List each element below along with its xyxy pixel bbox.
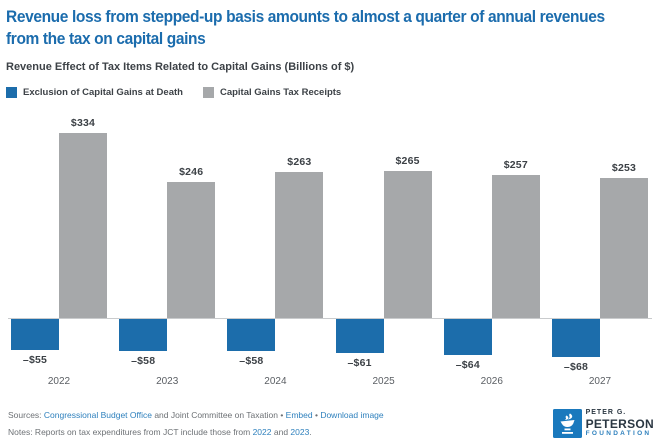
bar-receipts-2027[interactable]: [600, 177, 648, 318]
bar-receipts-2026[interactable]: [491, 175, 540, 318]
value-label-exclusion-2023: –$58: [131, 355, 156, 368]
bar-exclusion-2023[interactable]: [119, 319, 168, 352]
x-axis-line: [8, 318, 652, 319]
sources-line: Sources: Congressional Budget Office and…: [8, 407, 384, 424]
notes-link-2023[interactable]: 2023: [290, 427, 310, 437]
bar-exclusion-2024[interactable]: [227, 319, 276, 352]
bar-exclusion-2027[interactable]: [552, 319, 600, 357]
source-link-cbo[interactable]: Congressional Budget Office: [43, 410, 152, 420]
notes-prefix: Notes: Reports on tax expenditures from …: [8, 427, 253, 437]
value-label-exclusion-2025: –$61: [347, 356, 372, 369]
value-label-receipts-2022: $334: [70, 116, 96, 129]
sources-prefix: Sources:: [8, 410, 44, 420]
bullet-icon: •: [280, 410, 286, 420]
legend-label-exclusion: Exclusion of Capital Gains at Death: [23, 87, 183, 98]
logo-line1: PETER G.: [585, 409, 627, 417]
peterson-foundation-logo[interactable]: PETER G. PETERSON FOUNDATION: [552, 409, 654, 438]
page-title-line2: from the tax on capital gains: [6, 30, 206, 48]
bar-group-2024: $263 –$58 2024: [227, 110, 324, 400]
bar-group-2025: $265 –$61 2025: [335, 110, 432, 400]
chart-legend: Exclusion of Capital Gains at Death Capi…: [6, 87, 341, 98]
notes-period: .: [309, 427, 312, 437]
logo-text: PETER G. PETERSON FOUNDATION: [586, 409, 654, 438]
value-label-exclusion-2027: –$68: [563, 360, 589, 373]
bar-exclusion-2022[interactable]: [11, 319, 59, 350]
year-label-2025: 2025: [372, 376, 395, 387]
value-label-exclusion-2024: –$58: [239, 355, 264, 368]
embed-link[interactable]: Embed: [285, 410, 313, 420]
bar-exclusion-2025[interactable]: [335, 319, 384, 353]
chart-area: $334 –$55 2022 $246 –$58 2023 $263 –$58 2024 $265…: [0, 110, 660, 400]
year-label-2027: 2027: [588, 376, 612, 387]
legend-swatch-gray: [202, 87, 214, 98]
value-label-receipts-2023: $246: [179, 165, 204, 178]
page-title-line1: Revenue loss from stepped-up basis amoun…: [6, 8, 605, 26]
notes-and: and: [271, 427, 291, 437]
legend-label-receipts: Capital Gains Tax Receipts: [219, 87, 342, 98]
download-image-link[interactable]: Download image: [320, 410, 384, 420]
bar-receipts-2025[interactable]: [383, 170, 432, 318]
logo-line2: PETERSON: [585, 416, 654, 431]
bar-receipts-2024[interactable]: [275, 172, 324, 318]
year-label-2024: 2024: [264, 376, 287, 387]
logo-line3: FOUNDATION: [585, 430, 652, 438]
page-title: Revenue loss from stepped-up basis amoun…: [6, 6, 660, 50]
bar-group-2022: $334 –$55 2022: [11, 110, 107, 400]
notes-line: Notes: Reports on tax expenditures from …: [8, 424, 384, 441]
value-label-exclusion-2026: –$64: [455, 358, 480, 371]
bullet-icon: •: [312, 410, 321, 420]
value-label-receipts-2025: $265: [395, 154, 420, 167]
bar-receipts-2023[interactable]: [167, 181, 216, 318]
bar-receipts-2022[interactable]: [59, 132, 107, 318]
notes-link-2022[interactable]: 2022: [252, 427, 272, 437]
footer: Sources: Congressional Budget Office and…: [8, 407, 384, 441]
chart-subtitle: Revenue Effect of Tax Items Related to C…: [6, 61, 355, 73]
value-label-receipts-2027: $253: [611, 161, 637, 174]
torch-icon: [552, 409, 582, 438]
value-label-receipts-2026: $257: [503, 159, 528, 172]
value-label-receipts-2024: $263: [287, 156, 312, 169]
year-label-2022: 2022: [47, 376, 71, 387]
bar-group-2026: $257 –$64 2026: [443, 110, 540, 400]
legend-item-receipts[interactable]: Capital Gains Tax Receipts: [202, 87, 342, 98]
year-label-2026: 2026: [480, 376, 503, 387]
bar-exclusion-2026[interactable]: [443, 319, 492, 355]
bar-group-2023: $246 –$58 2023: [119, 110, 216, 400]
bar-group-2027: $253 –$68 2027: [552, 110, 648, 400]
legend-swatch-blue: [6, 87, 17, 98]
year-label-2023: 2023: [156, 376, 179, 387]
legend-item-exclusion[interactable]: Exclusion of Capital Gains at Death: [6, 87, 183, 98]
value-label-exclusion-2022: –$55: [22, 353, 48, 366]
sources-mid: and Joint Committee on Taxation: [151, 410, 281, 420]
